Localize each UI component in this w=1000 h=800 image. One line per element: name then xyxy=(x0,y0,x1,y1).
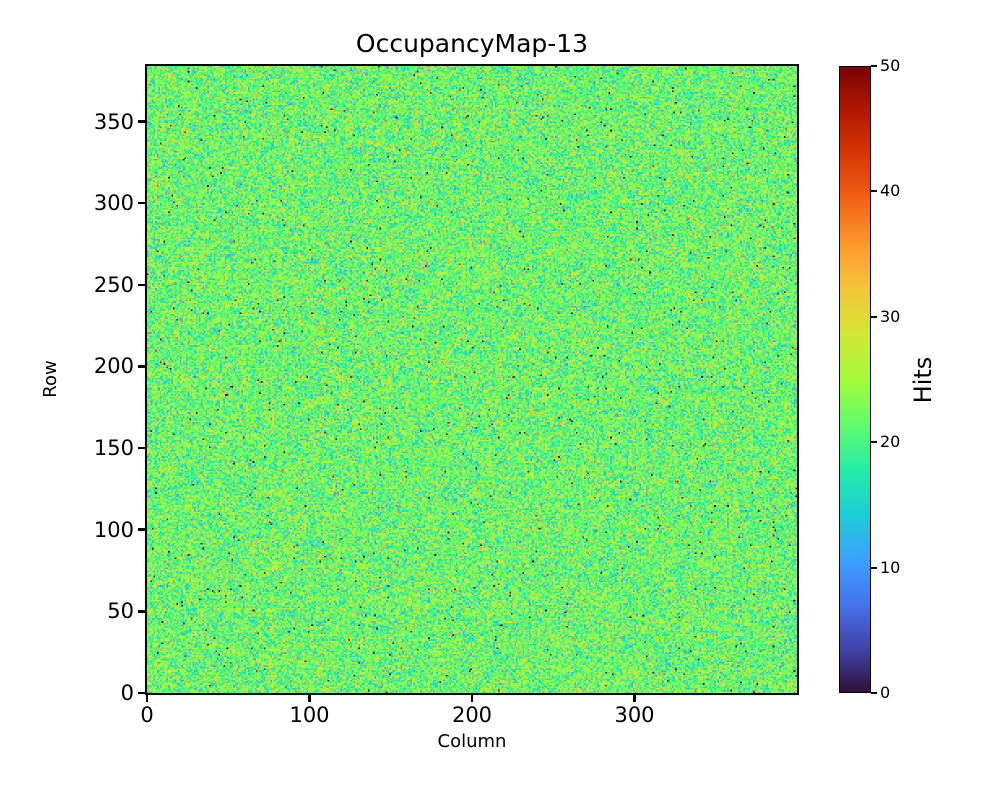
heatmap-canvas xyxy=(147,66,797,693)
y-tick-label: 350 xyxy=(93,109,134,134)
colorbar-tick-label: 50 xyxy=(880,56,901,75)
colorbar-tick-label: 20 xyxy=(880,432,901,452)
y-tick-mark xyxy=(138,446,147,450)
x-tick-label: 200 xyxy=(451,703,493,727)
x-tick-mark xyxy=(145,693,149,702)
x-tick-label: 0 xyxy=(140,703,154,727)
colorbar-tick-mark xyxy=(871,566,877,569)
y-tick-label: 200 xyxy=(93,354,134,379)
y-tick-mark xyxy=(138,120,147,123)
y-tick-label: 150 xyxy=(93,436,134,461)
colorbar-tick-label: 30 xyxy=(880,306,901,326)
y-tick-label: 250 xyxy=(93,272,134,297)
colorbar-tick-mark xyxy=(871,441,877,444)
y-tick-label: 100 xyxy=(93,517,134,542)
colorbar-tick-label: 10 xyxy=(880,557,901,577)
colorbar-tick-label: 40 xyxy=(880,181,901,201)
y-tick-mark xyxy=(138,283,147,287)
x-tick-label: 300 xyxy=(614,703,655,727)
x-tick-label: 100 xyxy=(289,703,330,727)
colorbar-label: Hits xyxy=(909,356,937,404)
y-tick-label: 300 xyxy=(93,191,134,216)
y-tick-mark xyxy=(138,365,147,368)
colorbar xyxy=(839,66,871,693)
y-tick-label: 50 xyxy=(107,599,134,624)
y-tick-mark xyxy=(138,528,147,531)
y-tick-mark xyxy=(138,201,147,205)
x-tick-mark xyxy=(633,693,636,702)
y-tick-mark xyxy=(138,691,147,695)
x-tick-mark xyxy=(470,693,474,702)
colorbar-tick-mark xyxy=(871,315,877,318)
colorbar-tick-mark xyxy=(871,692,877,694)
colorbar-tick-mark xyxy=(871,190,877,193)
y-tick-mark xyxy=(138,610,147,613)
colorbar-tick-mark xyxy=(871,65,877,67)
colorbar-tick-label: 0 xyxy=(880,683,891,702)
x-tick-mark xyxy=(308,693,311,702)
x-axis-label: Column xyxy=(437,731,507,752)
y-tick-label: 0 xyxy=(120,681,134,705)
plot-title: OccupancyMap-13 xyxy=(355,29,589,58)
